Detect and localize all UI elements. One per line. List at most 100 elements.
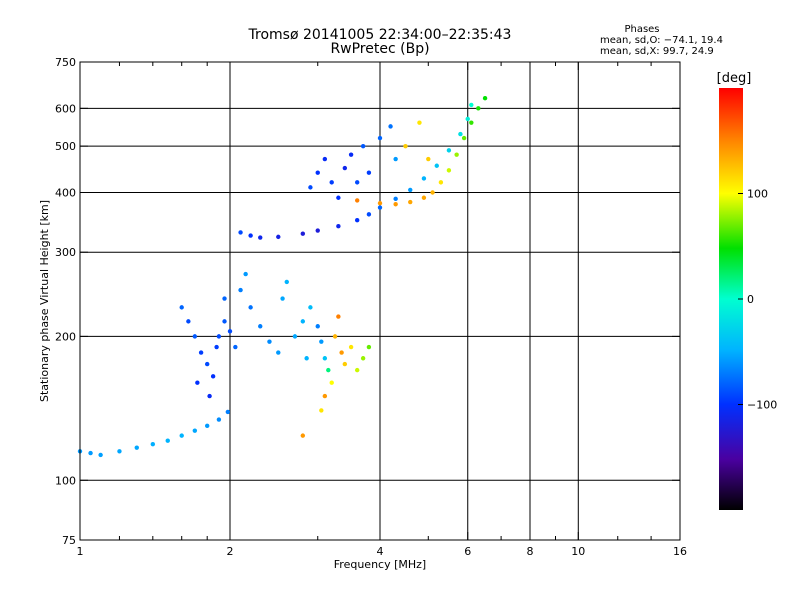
data-point bbox=[322, 356, 328, 361]
y-tick-label: 400 bbox=[55, 186, 76, 199]
data-point bbox=[329, 180, 334, 185]
phases-o-stats: mean, sd,O: −74.1, 19.4 bbox=[600, 35, 723, 46]
chart-subtitle: RwPretec (Bp) bbox=[330, 41, 430, 57]
data-point bbox=[214, 344, 219, 350]
data-point bbox=[377, 200, 383, 206]
data-point bbox=[465, 116, 470, 122]
data-point bbox=[322, 393, 328, 399]
data-point bbox=[342, 165, 348, 171]
data-point bbox=[192, 334, 198, 339]
data-point bbox=[315, 324, 320, 329]
data-point bbox=[195, 380, 200, 385]
data-point bbox=[326, 367, 331, 373]
data-point bbox=[308, 185, 313, 190]
y-tick-label: 500 bbox=[55, 140, 76, 153]
data-point bbox=[393, 156, 398, 162]
data-point bbox=[300, 231, 306, 236]
chart-title: Tromsø 20141005 22:34:00–22:35:43 bbox=[248, 27, 512, 43]
y-axis-label: Stationary phase Virtual Height [km] bbox=[38, 200, 51, 402]
x-tick-label: 10 bbox=[571, 545, 585, 558]
data-point bbox=[238, 287, 243, 293]
x-axis-ticks: 1 2 4 6 8 10 16 bbox=[77, 62, 687, 558]
data-point bbox=[360, 143, 366, 149]
data-point bbox=[482, 95, 488, 101]
data-point bbox=[336, 195, 341, 200]
data-point bbox=[354, 367, 360, 373]
data-point bbox=[360, 356, 366, 361]
data-point bbox=[342, 361, 348, 367]
data-point bbox=[476, 106, 481, 111]
y-tick-label: 600 bbox=[55, 102, 76, 115]
data-point bbox=[258, 235, 263, 240]
y-tick-label: 300 bbox=[55, 246, 76, 259]
data-point bbox=[403, 143, 408, 149]
y-axis-ticks: 75 100 200 300 400 500 600 750 bbox=[55, 56, 680, 547]
data-point bbox=[315, 228, 320, 233]
data-point bbox=[292, 334, 298, 339]
colorbar-label: [deg] bbox=[717, 71, 752, 86]
data-point bbox=[408, 187, 413, 193]
data-point bbox=[426, 156, 431, 162]
x-tick-label: 6 bbox=[464, 545, 471, 558]
data-point bbox=[207, 393, 212, 399]
data-point bbox=[179, 433, 184, 438]
phases-title: Phases bbox=[624, 24, 660, 35]
data-point bbox=[329, 380, 334, 385]
data-point bbox=[98, 452, 103, 458]
data-point bbox=[204, 361, 210, 367]
x-tick-label: 16 bbox=[673, 545, 687, 558]
data-point bbox=[117, 449, 122, 454]
data-point bbox=[446, 168, 452, 173]
y-tick-label: 100 bbox=[55, 474, 76, 487]
data-point bbox=[430, 190, 435, 195]
data-point bbox=[434, 163, 439, 168]
data-point bbox=[315, 170, 320, 175]
colorbar-tick-label: 0 bbox=[747, 293, 754, 306]
x-axis-label: Frequency [MHz] bbox=[334, 558, 426, 571]
data-point bbox=[238, 230, 243, 235]
data-point bbox=[300, 319, 306, 324]
data-point bbox=[336, 314, 341, 319]
data-point bbox=[204, 423, 210, 429]
data-point bbox=[458, 131, 463, 137]
data-point bbox=[308, 305, 313, 310]
data-point bbox=[222, 296, 227, 301]
y-tick-label: 750 bbox=[55, 56, 76, 69]
data-point bbox=[319, 408, 324, 413]
data-point bbox=[393, 196, 398, 202]
data-point bbox=[469, 102, 474, 108]
colorbar-tick-label: 100 bbox=[747, 188, 768, 201]
y-tick-label: 75 bbox=[62, 534, 76, 547]
data-point bbox=[469, 120, 474, 125]
data-point bbox=[227, 329, 233, 334]
x-tick-label: 4 bbox=[377, 545, 384, 558]
data-point bbox=[354, 180, 360, 185]
colorbar-tick-label: −100 bbox=[747, 399, 777, 412]
data-point bbox=[393, 202, 398, 207]
phases-x-stats: mean, sd,X: 99.7, 24.9 bbox=[600, 46, 714, 57]
data-point bbox=[300, 433, 306, 438]
data-point bbox=[276, 350, 281, 355]
data-point bbox=[408, 199, 413, 205]
data-point bbox=[348, 152, 354, 157]
data-point bbox=[243, 271, 248, 277]
data-point bbox=[276, 234, 281, 240]
data-point bbox=[186, 319, 191, 324]
data-point bbox=[319, 339, 324, 344]
data-point bbox=[258, 324, 263, 329]
data-point bbox=[354, 218, 360, 223]
y-tick-label: 200 bbox=[55, 330, 76, 343]
data-point bbox=[336, 224, 341, 229]
data-point bbox=[280, 296, 285, 301]
x-tick-label: 1 bbox=[77, 545, 84, 558]
data-point bbox=[248, 233, 253, 238]
data-point bbox=[348, 344, 354, 350]
data-point bbox=[284, 279, 289, 285]
data-point bbox=[225, 409, 231, 415]
data-point bbox=[233, 344, 238, 350]
data-point bbox=[454, 152, 459, 157]
data-point bbox=[192, 428, 198, 433]
data-point bbox=[198, 350, 204, 355]
data-point bbox=[421, 195, 427, 200]
